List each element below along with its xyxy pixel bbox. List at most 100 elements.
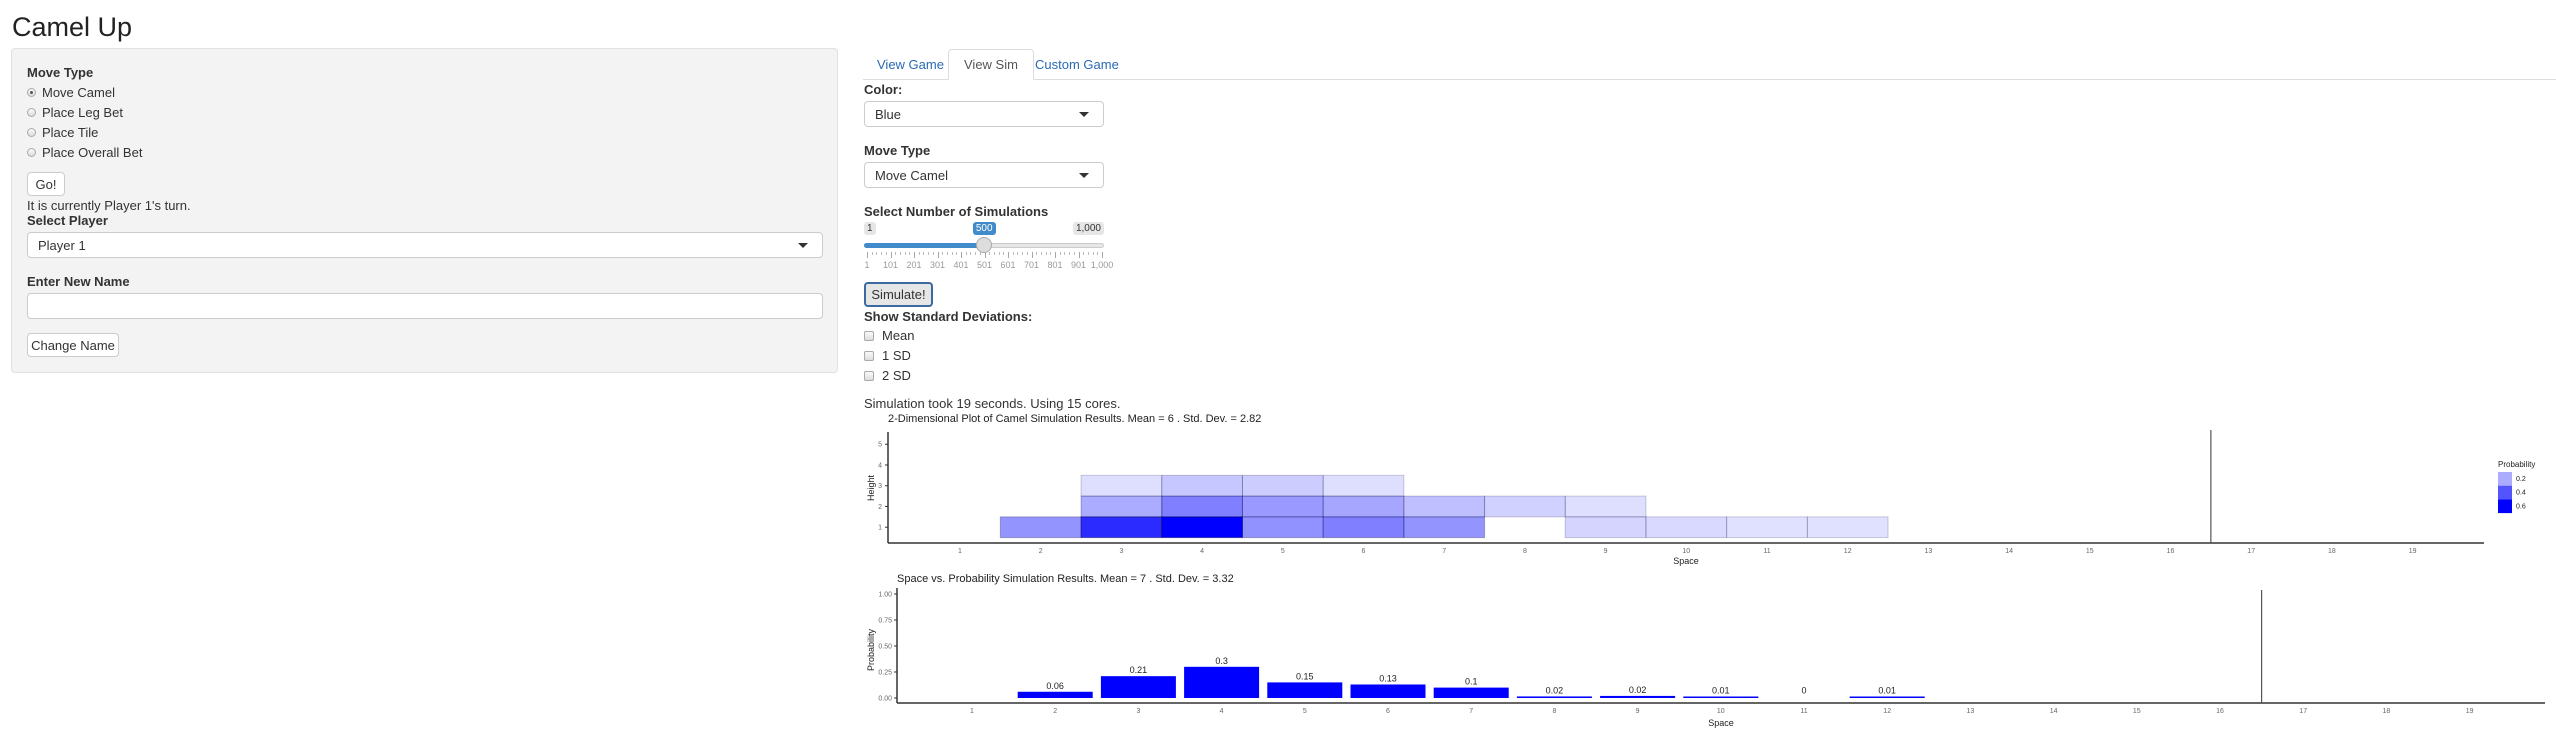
simulate-button[interactable]: Simulate! <box>864 282 933 307</box>
slider-tick <box>1008 252 1009 258</box>
x-tick-label: 9 <box>1636 708 1640 715</box>
new-name-label: Enter New Name <box>27 274 130 289</box>
slider-tick-label: 601 <box>1000 260 1016 270</box>
select-player-dropdown[interactable]: Player 1 <box>27 232 823 258</box>
radio-button[interactable] <box>27 108 36 117</box>
slider-tick-label: 901 <box>1070 260 1087 270</box>
x-tick-label: 15 <box>2086 548 2094 555</box>
legend-swatch <box>2498 485 2512 500</box>
radio-button[interactable] <box>27 88 36 97</box>
x-tick-label: 1 <box>970 708 974 715</box>
bar <box>1350 684 1426 698</box>
heatmap-cell <box>1322 474 1405 497</box>
tab-custom-game[interactable]: Custom Game <box>1035 57 1119 72</box>
x-tick-label: 5 <box>1303 708 1307 715</box>
new-name-input[interactable] <box>27 293 823 319</box>
tab-view-game[interactable]: View Game <box>877 57 944 72</box>
slider-handle[interactable] <box>975 237 992 253</box>
heatmap-cell <box>1080 495 1163 518</box>
go-button[interactable]: Go! <box>27 172 65 196</box>
slider-tick-label: 801 <box>1047 260 1063 270</box>
y-tick-label: 1.00 <box>878 592 892 599</box>
simulations-slider[interactable]: 1 1,000 500 1 101 201 301 401 501 601 701 801 901… <box>864 222 1113 272</box>
tab-divider <box>863 79 2556 80</box>
x-tick-label: 12 <box>1844 548 1852 555</box>
x-tick-label: 19 <box>2466 708 2474 715</box>
bar <box>1017 691 1093 698</box>
checkbox-1-sd[interactable]: 1 SD <box>864 348 911 363</box>
radio-move-camel[interactable]: Move Camel <box>27 85 115 100</box>
bar-value-label: 0.02 <box>1629 685 1647 695</box>
heatmap-cell <box>1241 516 1324 539</box>
radio-button[interactable] <box>27 128 36 137</box>
slider-minor-tick <box>871 252 873 255</box>
slider-tick-label: 1 <box>864 260 870 270</box>
slider-minor-tick <box>923 252 925 255</box>
x-tick-label: 2 <box>1039 548 1043 555</box>
bar <box>1516 696 1592 698</box>
slider-tick-label: 201 <box>906 260 922 270</box>
y-tick-label: 2 <box>878 504 882 511</box>
slider-minor-tick <box>1097 252 1099 255</box>
checkbox-2-sd[interactable]: 2 SD <box>864 368 911 383</box>
color-dropdown[interactable]: Blue <box>864 101 1104 127</box>
bar-value-label: 0.02 <box>1546 685 1564 695</box>
x-tick-label: 16 <box>2216 708 2224 715</box>
checkbox[interactable] <box>864 330 874 341</box>
bar-value-label: 0.01 <box>1712 686 1730 696</box>
slider-minor-tick <box>975 252 977 255</box>
select-player-label: Select Player <box>27 213 108 228</box>
legend-swatch <box>2498 499 2512 514</box>
heatmap-xlabel: Space <box>1673 556 1699 566</box>
sim-move-type-dropdown[interactable]: Move Camel <box>864 162 1104 188</box>
heatmap-cell <box>1080 516 1163 539</box>
radio-label: Place Overall Bet <box>42 145 143 160</box>
slider-minor-tick <box>918 252 920 255</box>
heatmap-cell <box>1161 516 1243 539</box>
heatmap-title: 2-Dimensional Plot of Camel Simulation R… <box>888 413 1261 425</box>
x-tick-label: 3 <box>1119 548 1123 555</box>
heatmap-cell <box>1161 474 1243 497</box>
radio-place-leg-bet[interactable]: Place Leg Bet <box>27 105 123 120</box>
bar-value-label: 0.3 <box>1215 656 1228 666</box>
slider-tick-label: 701 <box>1023 260 1040 270</box>
x-tick-label: 18 <box>2328 548 2336 555</box>
checkbox[interactable] <box>864 370 874 381</box>
checkbox[interactable] <box>864 350 874 361</box>
slider-minor-tick <box>1050 252 1052 255</box>
x-tick-label: 10 <box>1682 548 1690 555</box>
heatmap-cell <box>1403 516 1486 539</box>
heatmap-cell <box>1564 516 1647 539</box>
radio-place-tile[interactable]: Place Tile <box>27 125 98 140</box>
heatmap-cell <box>1322 516 1405 539</box>
heatmap-cell <box>1080 474 1163 497</box>
checkbox-label: 2 SD <box>882 368 911 383</box>
x-tick-label: 12 <box>1883 708 1891 715</box>
bar-chart: Space vs. Probability Simulation Results… <box>866 573 2545 728</box>
slider-minor-tick <box>1012 252 1014 255</box>
slider-tick <box>1055 252 1056 258</box>
checkbox-mean[interactable]: Mean <box>864 328 915 343</box>
tab-view-sim[interactable]: View Sim <box>948 49 1034 80</box>
radio-button[interactable] <box>27 148 36 157</box>
slider-minor-tick <box>932 252 934 255</box>
slider-tick <box>914 252 915 258</box>
bar <box>1849 696 1925 698</box>
slider-minor-tick <box>1059 252 1061 255</box>
change-name-button[interactable]: Change Name <box>27 333 119 357</box>
slider-minor-tick <box>899 252 901 255</box>
radio-place-overall-bet[interactable]: Place Overall Bet <box>27 145 142 160</box>
heatmap-ylabel: Height <box>866 474 876 501</box>
sim-move-type-label: Move Type <box>864 143 931 158</box>
slider-tick <box>1078 252 1080 258</box>
slider-minor-tick <box>956 252 958 255</box>
color-value: Blue <box>875 106 902 122</box>
slider-min-label: 1 <box>864 222 876 235</box>
legend-label: 0.6 <box>2516 503 2526 510</box>
slider-minor-tick <box>1064 252 1066 255</box>
slider-minor-tick <box>895 252 897 255</box>
x-tick-label: 15 <box>2133 708 2141 715</box>
heatmap-cell <box>1564 495 1647 518</box>
slider-tick-label: 1,000 <box>1090 260 1114 270</box>
slider-tick <box>890 252 892 258</box>
